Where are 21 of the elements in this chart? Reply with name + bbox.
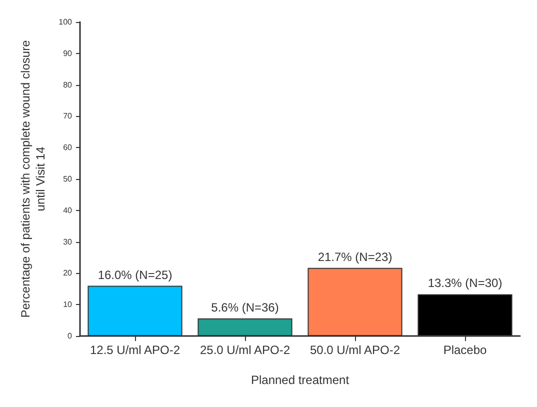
y-tick-label: 10 — [63, 300, 73, 310]
data-label: 13.3% (N=30) — [428, 276, 502, 290]
x-tick-label: Placebo — [443, 343, 488, 357]
y-tick-label: 40 — [63, 206, 73, 215]
y-tick-label: 80 — [63, 80, 73, 90]
y-axis-title: Percentage of patients with complete wound closure until Visit 14 — [18, 40, 48, 318]
x-axis-title: Planned treatment — [250, 373, 350, 387]
y-tick-label: 60 — [63, 143, 73, 152]
data-label: 21.7% (N=23) — [318, 250, 392, 264]
y-tick-label: 20 — [63, 268, 73, 278]
y-tick-label: 90 — [63, 48, 73, 58]
x-tick-label: 25.0 U/ml APO-2 — [200, 343, 290, 357]
y-tick-label: 30 — [63, 237, 73, 246]
y-tick-label: 50 — [63, 174, 73, 184]
x-tick-label: 12.5 U/ml APO-2 — [90, 343, 180, 357]
y-tick-label: 70 — [63, 112, 73, 121]
data-label: 5.6% (N=36) — [211, 300, 279, 314]
data-label: 16.0% (N=25) — [98, 268, 172, 282]
y-tick-label: 0 — [68, 332, 73, 340]
x-tick-label: 50.0 U/ml APO-2 — [310, 343, 400, 357]
y-tick-label: 100 — [58, 18, 73, 26]
